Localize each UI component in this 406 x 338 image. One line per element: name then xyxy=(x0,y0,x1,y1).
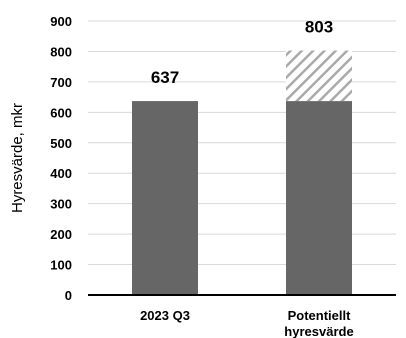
y-tick-label: 400 xyxy=(50,166,72,181)
y-axis-label: Hyresvärde, mkr xyxy=(9,103,26,213)
bar-base xyxy=(132,101,198,296)
data-label: 637 xyxy=(151,68,179,87)
x-tick-label: 2023 Q3 xyxy=(140,308,190,323)
bar-potential-increase xyxy=(286,50,352,102)
y-tick-label: 200 xyxy=(50,227,72,242)
data-labels: 637 803 xyxy=(151,18,333,88)
y-tick-label: 300 xyxy=(50,197,72,212)
bar-base xyxy=(286,101,352,296)
y-tick-label: 900 xyxy=(50,14,72,29)
y-tick-label: 0 xyxy=(65,288,72,303)
y-tick-label: 800 xyxy=(50,44,72,59)
x-tick-label: Potentiellt xyxy=(288,308,352,323)
data-label: 803 xyxy=(305,18,333,37)
y-tick-labels: 0 100 200 300 400 500 600 700 800 900 xyxy=(50,14,72,303)
bars xyxy=(132,50,352,296)
y-tick-label: 500 xyxy=(50,136,72,151)
x-tick-label: hyresvärde xyxy=(284,324,353,338)
y-tick-label: 100 xyxy=(50,258,72,273)
y-tick-label: 600 xyxy=(50,105,72,120)
y-tick-label: 700 xyxy=(50,75,72,90)
